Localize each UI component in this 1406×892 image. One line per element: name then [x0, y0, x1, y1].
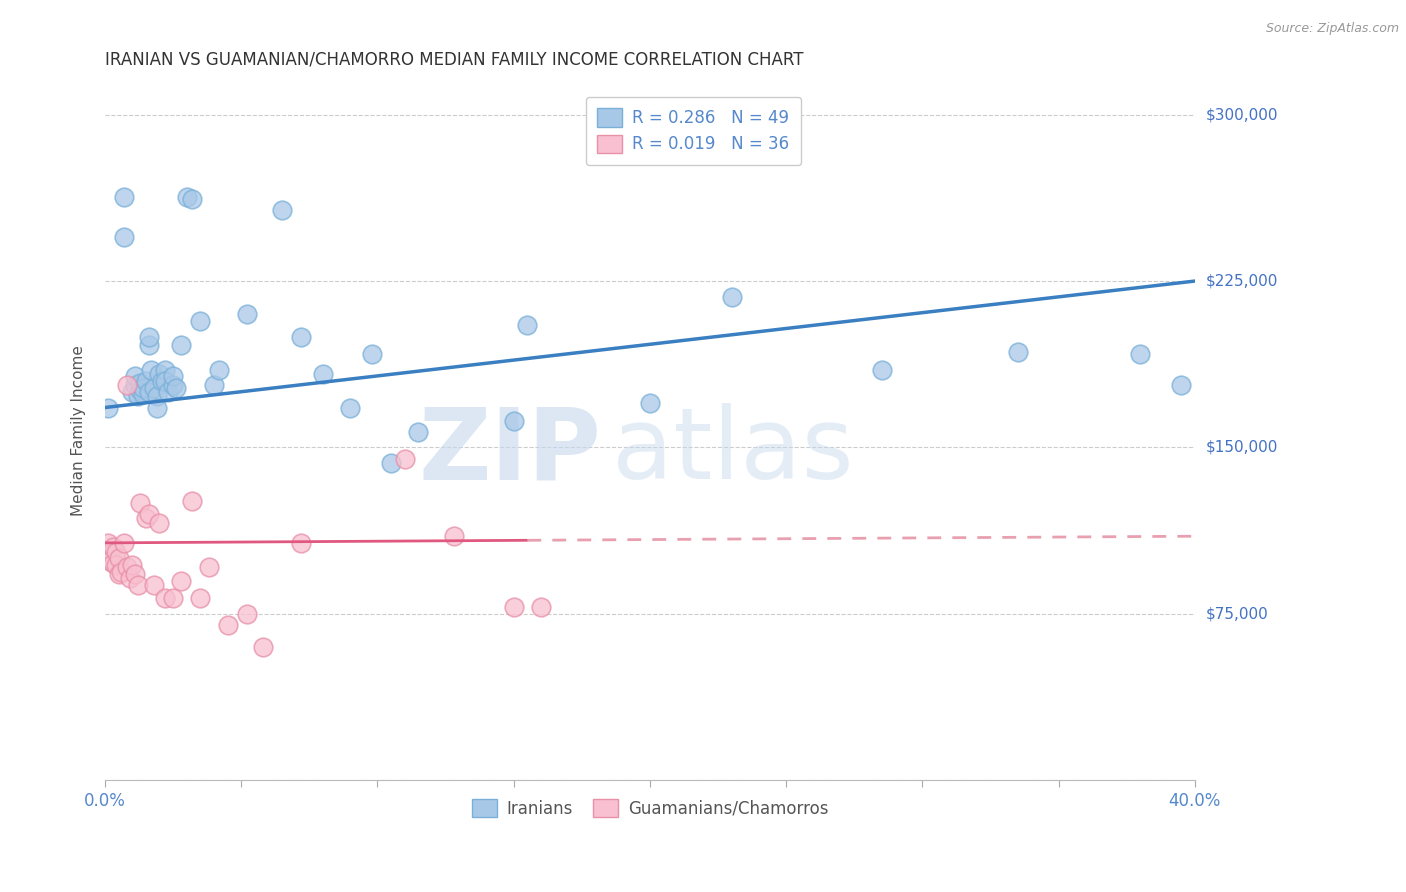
Point: [104, 558, 127, 572]
Point: [115, 560, 138, 574]
Point: [271, 202, 294, 217]
Text: $75,000: $75,000: [1206, 607, 1268, 622]
Point: [100, 554, 122, 568]
Point: [502, 414, 524, 428]
Point: [181, 192, 204, 206]
Point: [101, 556, 124, 570]
Point: [97, 401, 120, 415]
Point: [118, 571, 141, 585]
Point: [127, 389, 149, 403]
Point: [148, 368, 170, 382]
Point: [129, 383, 152, 397]
Point: [235, 607, 257, 621]
Point: [312, 368, 335, 382]
Point: [290, 329, 312, 343]
Text: atlas: atlas: [612, 403, 853, 500]
Point: [162, 591, 184, 606]
Point: [153, 363, 176, 377]
Point: [638, 396, 661, 410]
Point: [443, 529, 465, 543]
Point: [162, 369, 184, 384]
Point: [148, 516, 170, 530]
Text: $150,000: $150,000: [1206, 440, 1278, 455]
Point: [145, 389, 167, 403]
Text: $225,000: $225,000: [1206, 274, 1278, 288]
Point: [1129, 347, 1152, 361]
Point: [112, 229, 135, 244]
Text: ZIP: ZIP: [418, 403, 600, 500]
Text: Source: ZipAtlas.com: Source: ZipAtlas.com: [1265, 22, 1399, 36]
Point: [124, 378, 146, 392]
Point: [129, 496, 152, 510]
Point: [217, 618, 239, 632]
Point: [176, 190, 198, 204]
Point: [124, 369, 146, 384]
Point: [361, 347, 384, 361]
Point: [100, 547, 122, 561]
Point: [339, 401, 361, 415]
Point: [143, 380, 166, 394]
Point: [153, 374, 176, 388]
Point: [145, 401, 167, 415]
Point: [97, 536, 120, 550]
Point: [107, 551, 129, 566]
Point: [156, 384, 179, 399]
Point: [112, 190, 135, 204]
Point: [208, 363, 231, 377]
Text: $300,000: $300,000: [1206, 107, 1278, 122]
Text: IRANIAN VS GUAMANIAN/CHAMORRO MEDIAN FAMILY INCOME CORRELATION CHART: IRANIAN VS GUAMANIAN/CHAMORRO MEDIAN FAM…: [105, 51, 803, 69]
Point: [380, 456, 402, 470]
Point: [138, 507, 160, 521]
Point: [132, 387, 155, 401]
Legend: Iranians, Guamanians/Chamorros: Iranians, Guamanians/Chamorros: [465, 792, 835, 824]
Point: [170, 574, 193, 588]
Point: [190, 591, 212, 606]
Point: [181, 493, 204, 508]
Point: [124, 566, 146, 581]
Point: [502, 600, 524, 615]
Point: [153, 591, 176, 606]
Point: [190, 314, 212, 328]
Point: [516, 318, 538, 333]
Point: [138, 338, 160, 352]
Point: [1170, 378, 1192, 392]
Point: [290, 536, 312, 550]
Point: [720, 289, 742, 303]
Point: [135, 511, 157, 525]
Point: [141, 363, 163, 377]
Point: [530, 600, 553, 615]
Point: [150, 374, 173, 388]
Point: [129, 376, 152, 391]
Point: [197, 560, 219, 574]
Point: [394, 451, 416, 466]
Point: [1007, 345, 1029, 359]
Y-axis label: Median Family Income: Median Family Income: [72, 345, 86, 516]
Point: [121, 384, 143, 399]
Point: [101, 541, 124, 555]
Point: [132, 380, 155, 394]
Point: [235, 307, 257, 321]
Point: [202, 378, 225, 392]
Point: [170, 338, 193, 352]
Point: [110, 565, 132, 579]
Point: [138, 384, 160, 399]
Point: [121, 558, 143, 572]
Point: [112, 536, 135, 550]
Point: [107, 566, 129, 581]
Point: [165, 380, 187, 394]
Point: [870, 363, 893, 377]
Point: [162, 378, 184, 392]
Point: [143, 578, 166, 592]
Point: [252, 640, 274, 655]
Point: [104, 545, 127, 559]
Point: [135, 374, 157, 388]
Point: [115, 378, 138, 392]
Point: [127, 578, 149, 592]
Point: [408, 425, 430, 439]
Point: [138, 329, 160, 343]
